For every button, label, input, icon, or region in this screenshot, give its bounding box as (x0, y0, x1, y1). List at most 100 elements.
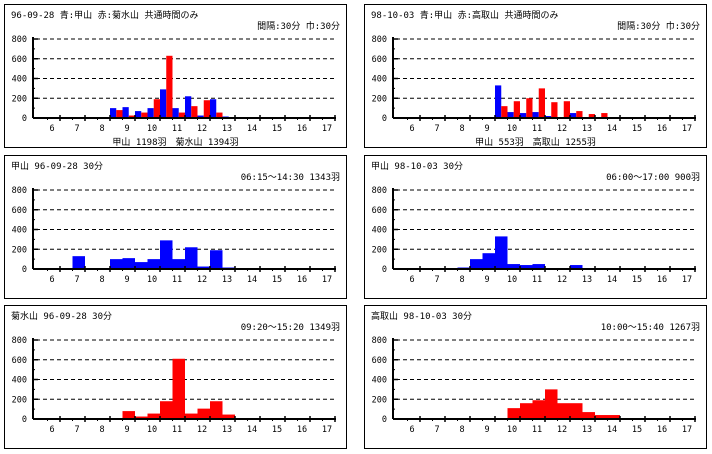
x-tick-label: 9 (124, 425, 129, 435)
bar (166, 55, 173, 118)
bar (570, 265, 583, 269)
x-tick-label: 17 (322, 275, 332, 285)
x-tick-label: 13 (222, 275, 232, 285)
x-tick-label: 8 (99, 425, 104, 435)
bar (576, 111, 583, 118)
chart-panel-3: 0 200 400 600 800 6 7 8 9 10 11 12 13 14 15 16 17 甲山 96-… (4, 155, 347, 299)
y-tick-label: 800 (12, 186, 27, 196)
bar (532, 400, 545, 419)
x-tick-label: 8 (99, 124, 104, 134)
x-tick-label: 9 (124, 275, 129, 285)
bar (197, 115, 204, 118)
bar (545, 389, 558, 419)
bar (191, 106, 198, 118)
chart-title: 甲山 98-10-03 30分 (371, 162, 464, 172)
x-tick-label: 10 (147, 425, 157, 435)
bar (570, 113, 577, 118)
bar (197, 408, 210, 419)
bar (507, 112, 514, 118)
y-tick-label: 0 (382, 114, 387, 124)
bar (135, 111, 142, 118)
x-tick-label: 16 (657, 124, 667, 134)
x-tick-label: 11 (532, 425, 542, 435)
y-tick-label: 400 (12, 376, 27, 386)
x-tick-label: 16 (297, 124, 307, 134)
x-tick-label: 16 (297, 425, 307, 435)
bar (582, 412, 595, 419)
x-tick-label: 6 (49, 124, 54, 134)
x-tick-label: 10 (507, 425, 517, 435)
bar (482, 253, 495, 269)
bar (216, 112, 223, 118)
x-tick-label: 10 (147, 124, 157, 134)
y-tick-label: 400 (12, 226, 27, 236)
bar (495, 85, 502, 118)
x-tick-label: 13 (582, 124, 592, 134)
y-tick-label: 800 (12, 35, 27, 45)
x-tick-label: 17 (682, 124, 692, 134)
chart-panel-1: 0 200 400 600 800 6 7 8 9 10 11 12 13 14 15 16 17 96-09-… (4, 4, 347, 148)
y-tick-label: 600 (372, 55, 387, 65)
bar (172, 358, 185, 419)
chart-subtitle: 06:00～17:00 900羽 (606, 173, 700, 183)
x-tick-label: 17 (322, 124, 332, 134)
bar (153, 99, 160, 118)
bar (507, 264, 520, 269)
bar (110, 108, 117, 118)
y-tick-label: 0 (22, 114, 27, 124)
y-tick-label: 0 (382, 415, 387, 425)
chart-svg-4: 0 200 400 600 800 6 7 8 9 10 11 12 13 14 15 16 17 (372, 186, 696, 285)
bar (172, 259, 185, 269)
chart-subtitle: 間隔:30分 巾:30分 (257, 22, 340, 32)
y-tick-label: 400 (12, 75, 27, 85)
bar (551, 102, 558, 118)
x-tick-label: 13 (222, 425, 232, 435)
bar (122, 411, 135, 419)
chart-svg-6: 0 200 400 600 800 6 7 8 9 10 11 12 13 14 15 16 17 (372, 336, 696, 435)
x-tick-label: 8 (99, 275, 104, 285)
y-tick-label: 800 (12, 336, 27, 346)
bar (122, 258, 135, 269)
x-tick-label: 6 (409, 425, 414, 435)
x-tick-label: 14 (607, 275, 617, 285)
x-tick-label: 14 (247, 124, 257, 134)
x-tick-label: 17 (322, 425, 332, 435)
x-tick-label: 16 (297, 275, 307, 285)
x-tick-label: 11 (172, 275, 182, 285)
x-tick-label: 9 (484, 425, 489, 435)
bar (601, 113, 608, 118)
y-tick-label: 200 (372, 395, 387, 405)
bar (72, 256, 85, 269)
chart-footer-totals: 甲山 1198羽 菊水山 1394羽 (112, 138, 239, 148)
bar (141, 112, 148, 118)
x-tick-label: 13 (582, 275, 592, 285)
bar (160, 240, 173, 269)
y-tick-label: 200 (12, 245, 27, 255)
x-tick-label: 15 (632, 425, 642, 435)
bar (147, 259, 160, 269)
y-tick-label: 400 (372, 75, 387, 85)
x-tick-label: 12 (557, 425, 567, 435)
x-tick-label: 12 (197, 124, 207, 134)
x-tick-label: 11 (532, 124, 542, 134)
y-tick-label: 400 (372, 376, 387, 386)
bar (607, 415, 620, 419)
bar (588, 114, 595, 118)
x-tick-label: 10 (147, 275, 157, 285)
x-tick-label: 14 (247, 275, 257, 285)
y-tick-label: 200 (12, 395, 27, 405)
bar (147, 108, 154, 118)
y-tick-label: 200 (12, 94, 27, 104)
bar (501, 106, 508, 118)
x-tick-label: 7 (74, 425, 79, 435)
bar (110, 259, 123, 269)
x-tick-label: 17 (682, 425, 692, 435)
x-tick-label: 14 (607, 124, 617, 134)
chart-title: 96-09-28 青:甲山 赤:菊水山 共通時間のみ (11, 11, 199, 21)
x-tick-label: 7 (74, 124, 79, 134)
y-tick-label: 400 (372, 226, 387, 236)
x-tick-label: 7 (74, 275, 79, 285)
x-tick-label: 7 (434, 124, 439, 134)
bar (538, 88, 545, 118)
y-tick-label: 0 (22, 265, 27, 275)
